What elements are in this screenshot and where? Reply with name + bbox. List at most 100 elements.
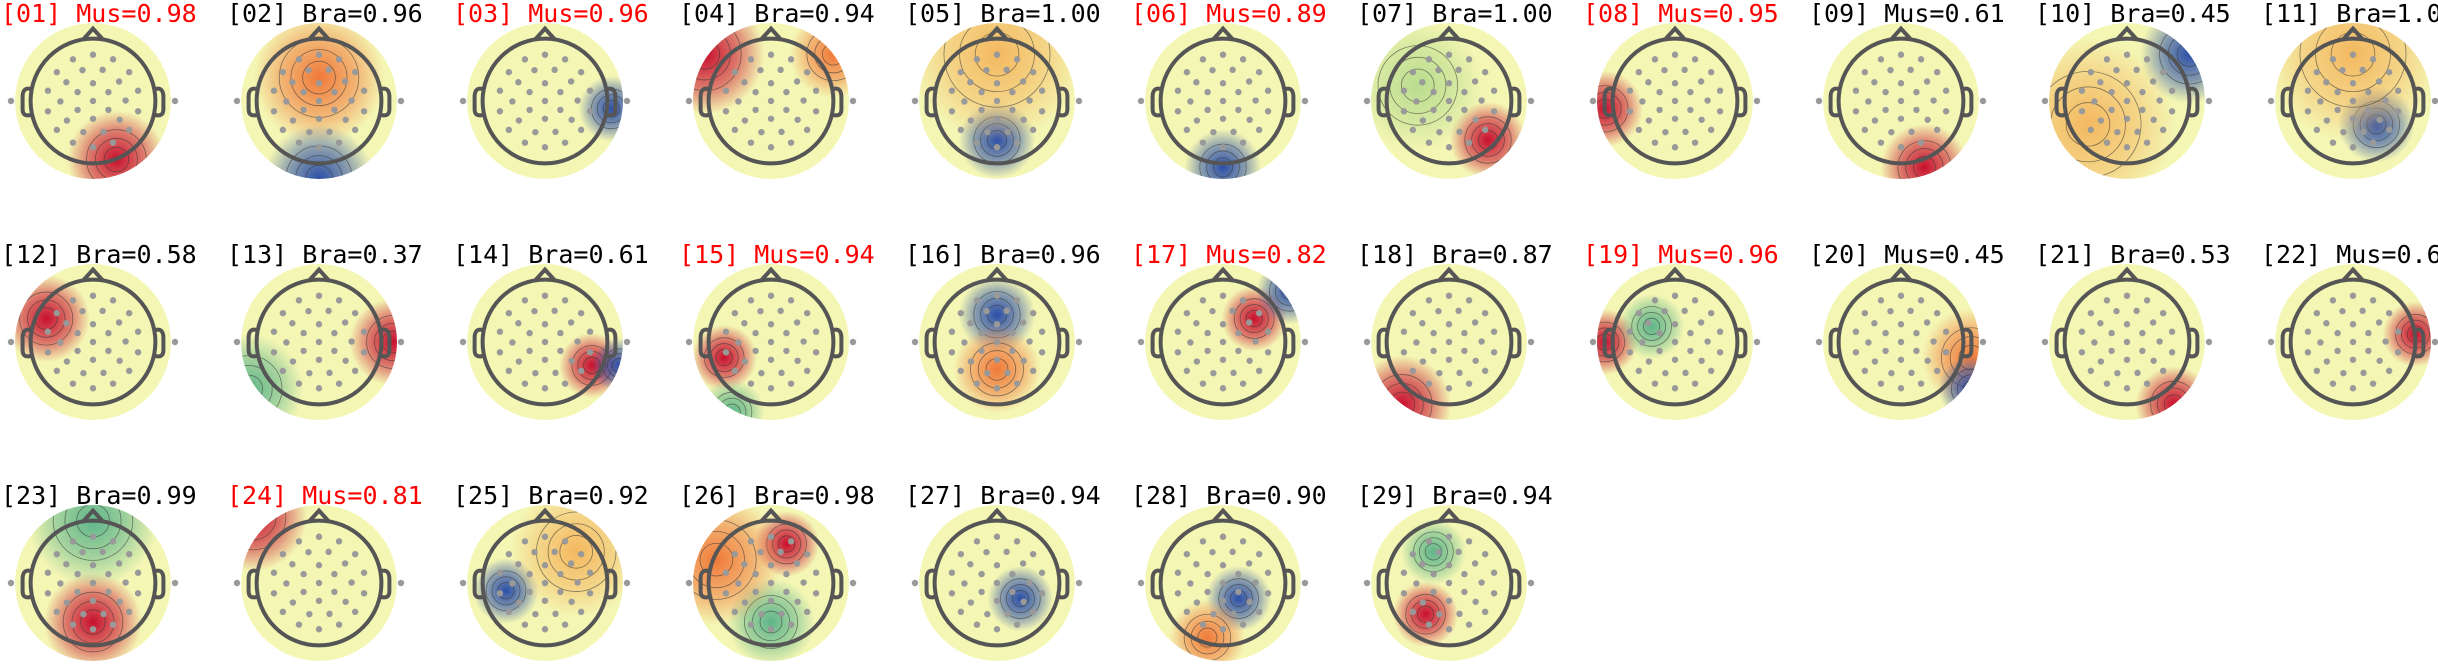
electrode: [561, 538, 569, 545]
electrode: [1301, 579, 1309, 587]
nose: [1211, 25, 1235, 41]
electrode: [171, 579, 179, 587]
electrode: [134, 108, 142, 115]
electrode: [342, 116, 349, 123]
component: [25] Bra=0.92: [453, 481, 649, 661]
electrode: [1038, 590, 1046, 597]
electrode: [957, 550, 965, 558]
electrode: [1204, 588, 1211, 596]
electrode: [80, 610, 87, 618]
map-blob: [43, 572, 143, 661]
electrode: [1029, 367, 1037, 375]
electrode: [116, 598, 123, 605]
component: [09] Mus=0.61: [1809, 0, 2005, 179]
electrode: [74, 106, 81, 114]
electrode: [1490, 569, 1498, 576]
electrode: [1009, 106, 1016, 114]
map-blob: [1618, 293, 1685, 360]
electrode: [1430, 329, 1437, 337]
electrode: [1861, 367, 1869, 375]
electrode: [1419, 320, 1426, 327]
electrode: [767, 597, 775, 604]
map-blob: [693, 505, 782, 626]
electrode: [948, 569, 956, 576]
component: [08] Mus=0.95: [1583, 0, 1779, 179]
electrode: [993, 338, 1001, 346]
electrode: [767, 338, 775, 346]
electrode: [541, 292, 549, 299]
electrode: [1917, 380, 1925, 387]
electrode: [778, 128, 785, 136]
electrode: [1219, 292, 1227, 299]
electrode: [1930, 97, 1937, 104]
contour: [1405, 593, 1446, 635]
electrode: [1671, 321, 1679, 328]
component: [01] Mus=0.98: [1, 0, 197, 179]
electrode: [2323, 117, 2331, 124]
electrode: [397, 97, 405, 105]
electrode: [767, 385, 775, 392]
electrode: [1020, 598, 1027, 605]
electrode: [577, 309, 585, 317]
head-outline: [1836, 277, 1966, 407]
electrode: [63, 79, 70, 86]
electrode: [1861, 309, 1869, 317]
ear: [154, 86, 166, 118]
electrode: [1861, 126, 1869, 134]
electrode: [2385, 126, 2393, 134]
electrode: [1009, 570, 1016, 578]
electrode: [967, 117, 975, 124]
electrode: [1435, 66, 1442, 74]
electrode: [116, 116, 123, 123]
electrode: [115, 78, 123, 85]
electrode: [741, 358, 749, 365]
electrode: [1461, 588, 1468, 596]
electrode: [1425, 56, 1433, 63]
component: [29] Bra=0.94: [1357, 481, 1553, 661]
electrode: [532, 369, 539, 377]
topomap: [467, 264, 623, 420]
electrode: [2087, 309, 2095, 317]
electrode: [1645, 117, 1653, 124]
electrode: [2365, 106, 2372, 114]
contour: [491, 576, 521, 606]
map-blob: [241, 505, 308, 572]
electrode: [331, 329, 338, 337]
electrode: [515, 320, 522, 327]
contour: [1011, 590, 1029, 608]
ear: [2188, 327, 2200, 359]
electrode: [778, 610, 785, 618]
electrode: [295, 297, 303, 304]
electrode: [1003, 66, 1010, 74]
electrode: [44, 590, 52, 597]
component: [27] Bra=0.94: [905, 481, 1101, 661]
contour: [1245, 310, 1263, 328]
electrode: [794, 598, 801, 605]
electrode: [2329, 380, 2337, 387]
electrode: [2313, 68, 2321, 76]
electrode: [787, 56, 795, 63]
electrode: [233, 579, 241, 587]
electrode: [2349, 144, 2357, 151]
electrode: [1174, 87, 1182, 94]
component-label: [17] Mus=0.82: [1131, 240, 1327, 269]
electrode: [1235, 588, 1242, 596]
electrode: [2334, 106, 2341, 114]
contour: [2330, 31, 2376, 77]
electrode: [360, 87, 368, 94]
electrode: [1913, 106, 1920, 114]
electrode: [1897, 97, 1905, 105]
electrode: [125, 367, 133, 375]
electrode: [1716, 349, 1724, 356]
electrode: [134, 590, 142, 597]
head-outline: [1384, 277, 1514, 407]
electrode: [509, 580, 516, 587]
ear: [1150, 86, 1162, 118]
electrode: [2340, 128, 2347, 136]
electrode: [2431, 338, 2438, 346]
electrode: [2103, 56, 2111, 63]
electrode: [731, 550, 739, 558]
electrode: [758, 369, 765, 377]
electrode: [505, 550, 513, 558]
nose: [2341, 25, 2365, 41]
